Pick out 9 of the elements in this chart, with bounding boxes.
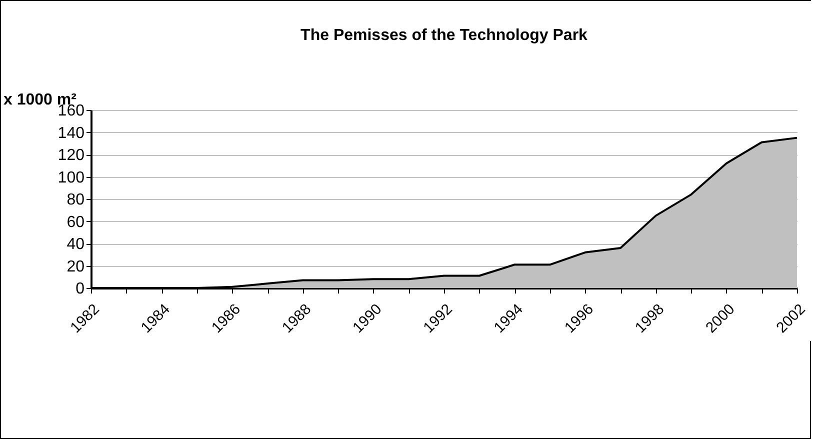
y-tick-label: 100 (58, 169, 85, 186)
chart-title: The Pemisses of the Technology Park (300, 27, 588, 44)
y-tick-label: 140 (58, 124, 85, 142)
y-tick-label: 20 (66, 258, 85, 276)
y-tick-label: 80 (66, 192, 85, 208)
y-tick-label: 120 (58, 147, 85, 164)
y-tick-label: 40 (66, 236, 85, 253)
y-tick-label: 60 (66, 214, 85, 231)
y-tick-label: 0 (76, 280, 85, 298)
